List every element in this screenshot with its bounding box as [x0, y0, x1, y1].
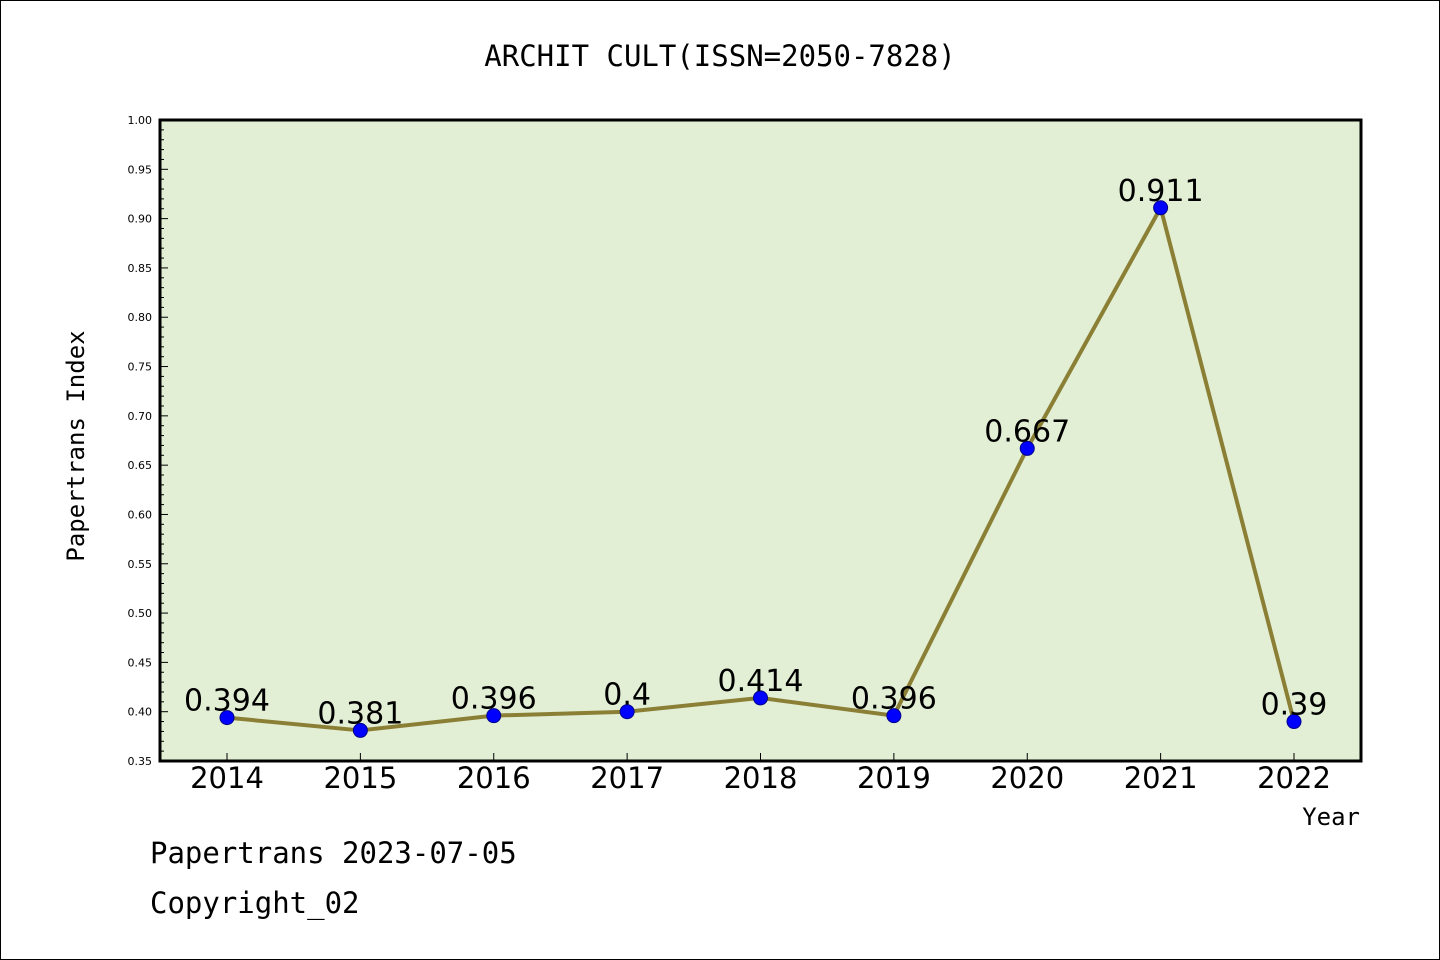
x-tick-label: 2020	[990, 761, 1064, 795]
data-point	[1153, 200, 1169, 216]
y-tick-label: 0.65	[128, 459, 153, 472]
y-tick-label: 0.55	[128, 558, 153, 571]
x-tick-label: 2017	[590, 761, 664, 795]
data-point	[486, 708, 502, 724]
x-tick-label: 2016	[457, 761, 531, 795]
footer-copyright: Copyright_02	[150, 886, 360, 920]
x-tick-label: 2014	[190, 761, 264, 795]
y-tick-label: 0.50	[128, 607, 153, 620]
y-tick-label: 1.00	[128, 114, 153, 127]
y-tick-label: 0.90	[128, 213, 153, 226]
data-label: 0.39	[1261, 688, 1328, 723]
data-point	[886, 708, 902, 724]
data-label: 0.394	[184, 684, 270, 719]
data-label: 0.911	[1118, 174, 1204, 209]
y-tick-label: 0.45	[128, 656, 153, 669]
y-tick-label: 0.85	[128, 262, 153, 275]
footer-date: Papertrans 2023-07-05	[150, 836, 517, 870]
y-tick-label: 0.70	[128, 410, 153, 423]
y-tick-label: 0.35	[128, 755, 153, 768]
x-tick-label: 2018	[724, 761, 798, 795]
y-tick-label: 0.80	[128, 311, 153, 324]
plot-border	[158, 118, 1363, 763]
data-point	[619, 704, 635, 720]
x-tick-label: 2022	[1257, 761, 1331, 795]
y-tick-label: 0.75	[128, 361, 153, 374]
data-label: 0.667	[984, 414, 1070, 449]
data-label: 0.4	[603, 678, 651, 713]
plot-area: 0.35 0.40 0.45 0.50 0.55 0.60 0.65 0.70 0.75 0.80…	[128, 114, 1363, 795]
y-axis-label: Papertrans Index	[62, 330, 90, 561]
data-point	[1019, 440, 1035, 456]
data-label: 0.396	[851, 682, 937, 717]
data-label: 0.396	[451, 682, 537, 717]
data-point	[219, 710, 235, 726]
data-label: 0.381	[317, 696, 403, 731]
data-point	[1286, 714, 1302, 730]
data-point	[352, 722, 368, 738]
y-tick-label: 0.60	[128, 508, 153, 521]
x-tick-label: 2015	[323, 761, 397, 795]
data-point	[753, 690, 768, 706]
y-tick-label: 0.40	[128, 706, 153, 719]
data-label: 0.414	[718, 664, 804, 699]
y-tick-label: 0.95	[128, 163, 153, 176]
chart-title: ARCHIT CULT(ISSN=2050-7828)	[484, 39, 955, 73]
x-tick-label: 2021	[1124, 761, 1198, 795]
plot-background	[160, 120, 1361, 761]
x-tick-label: 2019	[857, 761, 931, 795]
x-axis-label: Year	[1302, 803, 1360, 831]
